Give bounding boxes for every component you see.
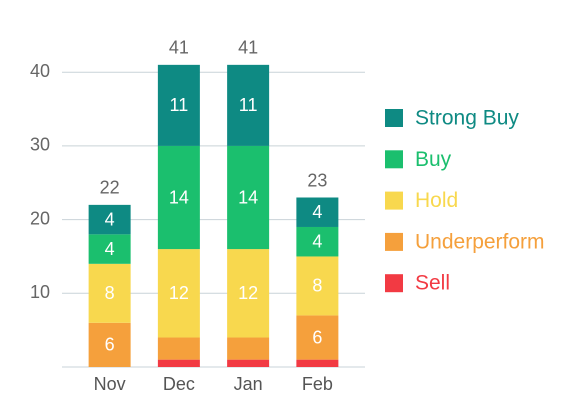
y-tick-label: 20 [30, 208, 50, 228]
bar-segment [227, 145, 270, 250]
total-label: 41 [169, 38, 189, 58]
bar-segment [157, 359, 200, 367]
segment-label: 11 [239, 95, 258, 115]
segment-label: 14 [169, 187, 189, 207]
total-label: 23 [307, 170, 327, 190]
y-tick-label: 40 [30, 61, 50, 81]
legend-swatch [385, 150, 403, 169]
legend-swatch [385, 109, 403, 127]
bar-segment [227, 249, 270, 338]
total-label: 22 [100, 178, 120, 198]
bar-segment [296, 256, 339, 316]
bar-segment [157, 249, 200, 338]
segment-label: 4 [105, 209, 115, 229]
segment-label: 12 [238, 283, 258, 303]
legend-swatch [385, 232, 403, 251]
bar-segment [88, 322, 131, 367]
segment-label: 6 [105, 335, 115, 355]
x-tick-label: Nov [94, 374, 126, 394]
bar-segment [157, 145, 200, 250]
bar-segment [88, 204, 131, 235]
segment-label: 4 [312, 231, 322, 251]
bar-segment [227, 64, 270, 146]
bar-segment [296, 197, 339, 227]
legend-swatch [385, 191, 403, 210]
bar-segment [296, 226, 339, 257]
bar-segment [88, 234, 131, 264]
legend-label: Strong Buy [415, 107, 519, 130]
legend-label: Sell [415, 272, 450, 295]
bar-segment [157, 64, 200, 146]
segment-label: 4 [105, 239, 115, 259]
y-tick-label: 10 [30, 282, 50, 302]
segment-label: 14 [238, 187, 258, 207]
x-tick-label: Jan [234, 374, 263, 394]
segment-label: 11 [170, 95, 189, 115]
bar-segment [296, 315, 339, 360]
segment-label: 8 [105, 283, 115, 303]
bar-segment [227, 359, 270, 367]
bar-segment [296, 359, 339, 367]
bar-segment [157, 337, 200, 360]
legend-label: Hold [415, 189, 458, 212]
segment-label: 12 [169, 283, 189, 303]
segment-label: 8 [312, 276, 322, 296]
legend-label: Buy [415, 148, 452, 171]
legend-label: Underperform [415, 230, 545, 253]
segment-label: 6 [312, 327, 322, 347]
bar-segment [88, 263, 131, 323]
bar-segment [227, 337, 270, 360]
legend-swatch [385, 274, 403, 293]
y-tick-label: 30 [30, 135, 50, 155]
x-tick-label: Feb [302, 374, 333, 394]
x-tick-label: Dec [163, 374, 195, 394]
segment-label: 4 [312, 202, 322, 222]
total-label: 41 [238, 38, 258, 58]
